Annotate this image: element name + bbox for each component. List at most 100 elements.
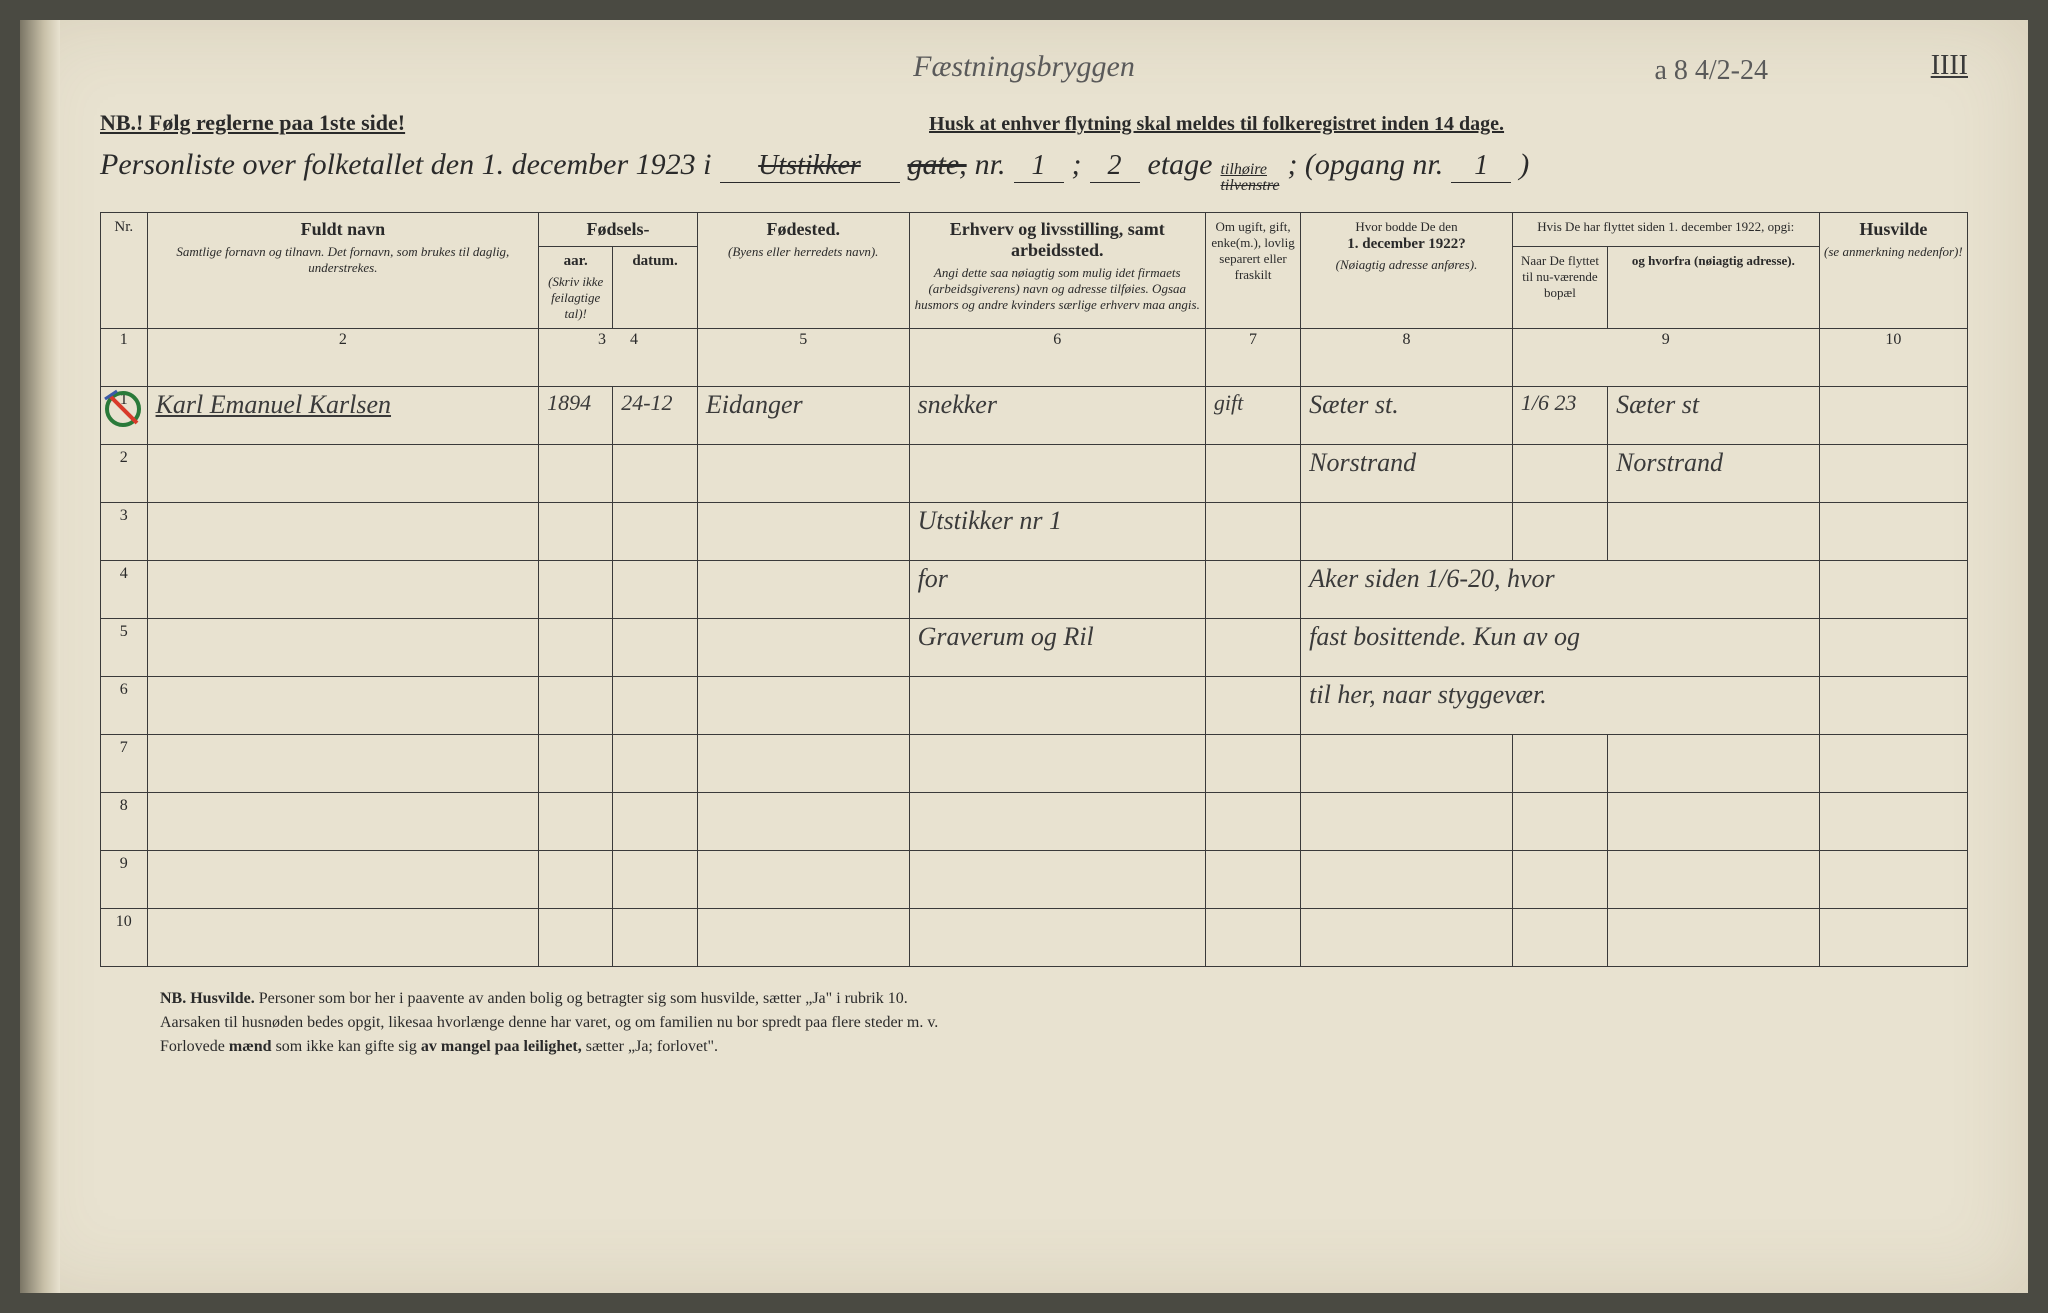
hdr-datum-label: datum. xyxy=(632,253,677,269)
cell-birthplace: Eidanger xyxy=(697,387,909,445)
cell-date xyxy=(613,445,698,503)
colnum: 5 xyxy=(697,329,909,387)
footer-l2: Aarsaken til husnøden bedes opgit, likes… xyxy=(160,1014,938,1031)
cell-date: 24-12 xyxy=(613,387,698,445)
cell-occupation xyxy=(909,677,1205,735)
cell xyxy=(909,735,1205,793)
footer-nb: NB. Husvilde. xyxy=(160,990,255,1007)
cell-1922: Norstrand xyxy=(1301,445,1513,503)
cell xyxy=(613,735,698,793)
row1-annotation-mark xyxy=(103,389,143,429)
colnum: 2 xyxy=(147,329,539,387)
hdr-moved-when: Naar De flyttet til nu-værende bopæl xyxy=(1512,247,1607,329)
cell-occupation: snekker xyxy=(909,387,1205,445)
hdr-moved-from: og hvorfra (nøiagtig adresse). xyxy=(1608,247,1820,329)
cell-birthplace xyxy=(697,503,909,561)
cell xyxy=(909,909,1205,967)
hdr-bp-sub: (Byens eller herredets navn). xyxy=(702,244,905,260)
cell xyxy=(147,909,539,967)
nr-label: nr. xyxy=(975,148,1006,182)
cell xyxy=(1819,793,1967,851)
hdr-birthplace: Fødested. (Byens eller herredets navn). xyxy=(697,213,909,329)
cell-when: 1/6 23 xyxy=(1512,387,1607,445)
cell-marital: gift xyxy=(1205,387,1300,445)
table-row: 3 Utstikker nr 1 xyxy=(101,503,1968,561)
cell xyxy=(697,909,909,967)
gate-label: gate, xyxy=(908,148,967,182)
cell xyxy=(613,909,698,967)
table-row: 5 Graverum og Ril fast bosittende. Kun a… xyxy=(101,619,1968,677)
cell-name xyxy=(147,677,539,735)
table-row: 1 Karl Emanuel Karlsen 1894 24-12 Eidang… xyxy=(101,387,1968,445)
hdr-1922: Hvor bodde De den 1. december 1922? (Nøi… xyxy=(1301,213,1513,329)
cell xyxy=(1205,851,1300,909)
opgang-value: 1 xyxy=(1451,150,1511,183)
cell-from xyxy=(1608,503,1820,561)
cell-when xyxy=(1512,503,1607,561)
column-number-row: 1 2 3 4 5 6 7 8 9 10 xyxy=(101,329,1968,387)
cell xyxy=(539,793,613,851)
colnum: 3 4 xyxy=(539,329,698,387)
hdr-occ-main: Erhverv og livsstilling, samt arbeidsste… xyxy=(950,219,1165,260)
table-row: 8 xyxy=(101,793,1968,851)
hdr-aar-label: aar. xyxy=(564,253,588,269)
cell-name xyxy=(147,503,539,561)
hdr-birth-main: Fødsels- xyxy=(587,219,650,239)
cell xyxy=(1608,735,1820,793)
hdr-datum: datum. xyxy=(613,247,698,329)
cell-birthplace xyxy=(697,445,909,503)
row-number: 6 xyxy=(101,677,148,735)
cell-year xyxy=(539,503,613,561)
cell xyxy=(613,851,698,909)
colnum: 9 xyxy=(1512,329,1819,387)
etage-label: etage xyxy=(1148,148,1213,182)
cell xyxy=(1205,735,1300,793)
cell xyxy=(1301,909,1513,967)
row-number: 1 xyxy=(101,387,148,445)
cell-birthplace xyxy=(697,619,909,677)
hdr-1922-main: Hvor bodde De den xyxy=(1355,219,1457,234)
tilhoire-top: tilhøire xyxy=(1220,162,1279,178)
row-number: 5 xyxy=(101,619,148,677)
hdr-moved: Hvis De har flyttet siden 1. december 19… xyxy=(1512,213,1819,247)
hdr-birth: Fødsels- xyxy=(539,213,698,247)
cell-from: Norstrand xyxy=(1608,445,1820,503)
hdr-birth-sub: (Skriv ikke feilagtige tal)! xyxy=(543,274,608,322)
hdr-name-sub: Samtlige fornavn og tilnavn. Det fornavn… xyxy=(152,244,535,276)
cell xyxy=(1819,851,1967,909)
cell-husvilde xyxy=(1819,619,1967,677)
table-row: 4 for Aker siden 1/6-20, hvor xyxy=(101,561,1968,619)
hdr-1922-date: 1. december 1922? xyxy=(1347,236,1465,252)
table-body: 1 Karl Emanuel Karlsen 1894 24-12 Eidang… xyxy=(101,387,1968,967)
colnum: 6 xyxy=(909,329,1205,387)
cell xyxy=(1608,909,1820,967)
row-number: 9 xyxy=(101,851,148,909)
nb-left-text: NB.! Følg reglerne paa 1ste side! xyxy=(100,110,405,136)
tilhoire-bot: tilvenstre xyxy=(1220,178,1279,194)
cell xyxy=(1301,793,1513,851)
row-number: 7 xyxy=(101,735,148,793)
colnum: 10 xyxy=(1819,329,1967,387)
cell-husvilde xyxy=(1819,387,1967,445)
footer-l3c: som ikke kan gifte sig xyxy=(276,1038,421,1055)
cell xyxy=(1512,793,1607,851)
cell-1922 xyxy=(1301,503,1513,561)
table-header: Nr. Fuldt navn Samtlige fornavn og tilna… xyxy=(101,213,1968,329)
table-row: 6 til her, naar styggevær. xyxy=(101,677,1968,735)
cell xyxy=(539,851,613,909)
cell xyxy=(539,735,613,793)
hdr-occupation: Erhverv og livsstilling, samt arbeidsste… xyxy=(909,213,1205,329)
cell xyxy=(1819,735,1967,793)
footer-note: NB. Husvilde. Personer som bor her i paa… xyxy=(100,987,1968,1059)
hdr-bp-main: Fødested. xyxy=(766,219,840,239)
footer-l3e: sætter „Ja; forlovet". xyxy=(586,1038,718,1055)
cell xyxy=(697,793,909,851)
hdr-hv-sub: (se anmerkning nedenfor)! xyxy=(1824,244,1963,260)
table-row: 7 xyxy=(101,735,1968,793)
cell-year xyxy=(539,619,613,677)
row-number: 4 xyxy=(101,561,148,619)
cell-from: Sæter st xyxy=(1608,387,1820,445)
cell-note-span: fast bosittende. Kun av og xyxy=(1301,619,1820,677)
row-number: 8 xyxy=(101,793,148,851)
cell xyxy=(909,793,1205,851)
